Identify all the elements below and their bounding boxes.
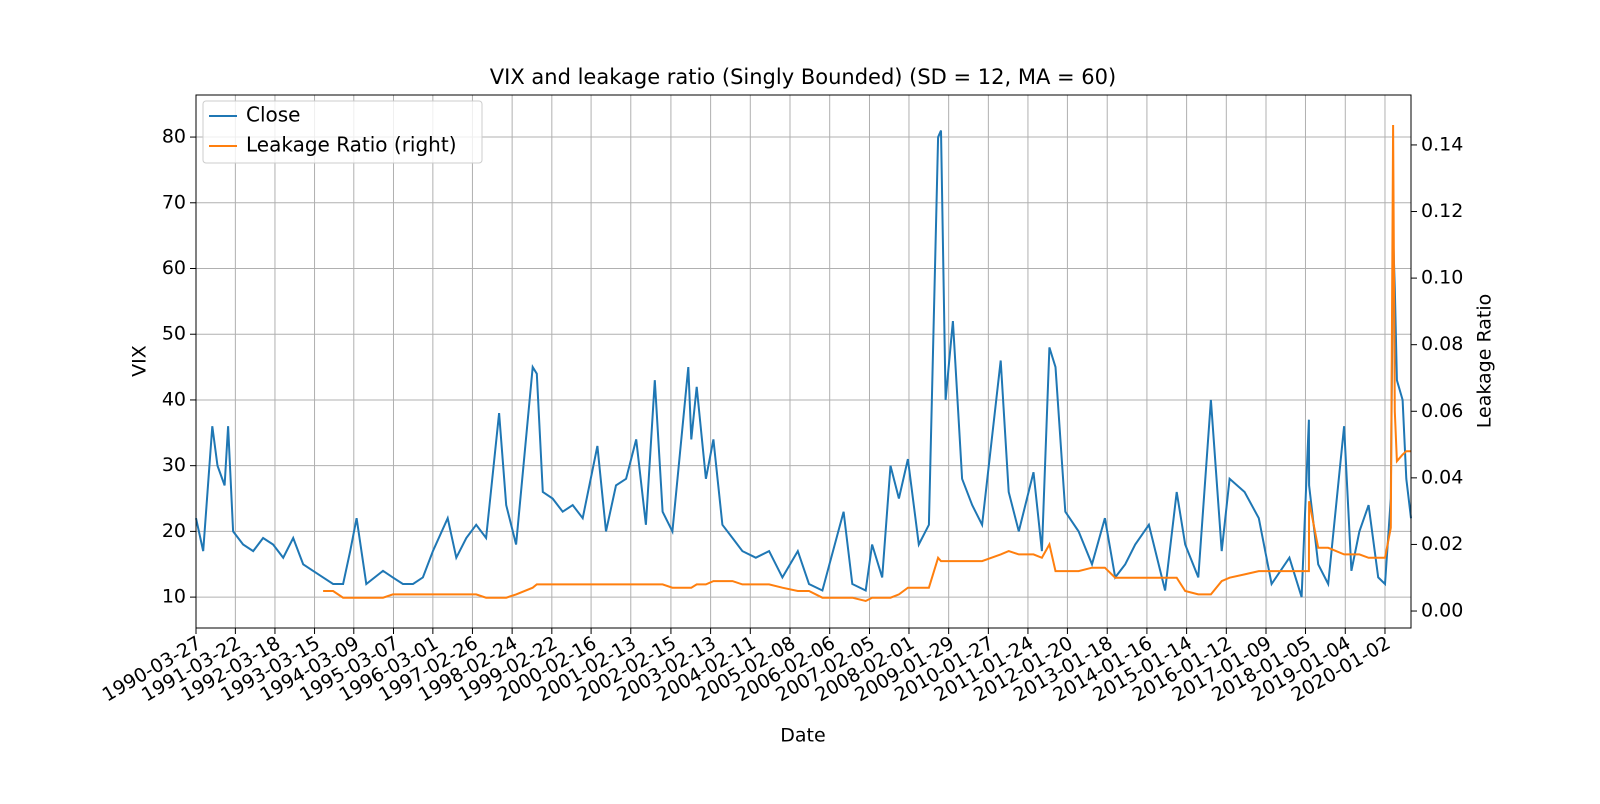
y-tick-label: 80	[162, 126, 186, 148]
y2-tick-label: 0.04	[1421, 466, 1463, 488]
series-line	[195, 130, 1412, 598]
y2-tick-label: 0.10	[1421, 267, 1463, 289]
y-tick-label: 70	[162, 191, 186, 213]
y2-tick-label: 0.06	[1421, 400, 1463, 422]
y-tick-label: 20	[162, 520, 186, 542]
y-tick-label: 60	[162, 257, 186, 279]
legend-label: Leakage Ratio (right)	[246, 133, 457, 157]
x-axis-label: Date	[780, 725, 825, 747]
y-tick-label: 10	[162, 586, 186, 608]
y2-axis-label: Leakage Ratio	[1474, 294, 1496, 428]
y-tick-label: 30	[162, 454, 186, 476]
legend-label: Close	[246, 103, 300, 127]
legend-box	[202, 100, 483, 164]
y-axis-label: VIX	[129, 345, 151, 377]
chart-title: VIX and leakage ratio (Singly Bounded) (…	[490, 65, 1116, 89]
y-tick-label: 50	[162, 323, 186, 345]
plot-frame	[195, 94, 1412, 629]
series-line	[323, 124, 1411, 603]
y2-tick-label: 0.02	[1421, 533, 1463, 555]
y2-tick-label: 0.14	[1421, 133, 1463, 155]
y-tick-label: 40	[162, 388, 186, 410]
y2-tick-label: 0.08	[1421, 333, 1463, 355]
y2-tick-label: 0.12	[1421, 200, 1463, 222]
y2-tick-label: 0.00	[1421, 600, 1463, 622]
